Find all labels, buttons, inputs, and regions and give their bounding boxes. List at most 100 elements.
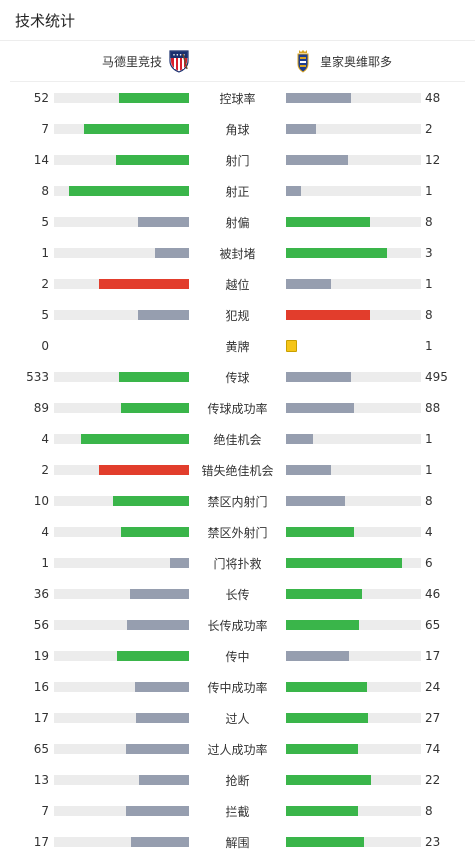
away-stat-value: 8 — [425, 804, 433, 818]
away-stat-bar — [286, 434, 421, 444]
away-stat-bar-fill — [286, 713, 368, 723]
title-divider — [0, 40, 475, 41]
home-stat-bar — [54, 713, 189, 723]
stat-label: 解围 — [225, 836, 250, 850]
home-team-name: 马德里竞技 — [101, 54, 162, 69]
stat-label: 长传成功率 — [207, 619, 268, 633]
away-stat-value: 8 — [425, 308, 433, 322]
home-stat-bar — [54, 651, 189, 661]
home-stat-value: 89 — [33, 401, 49, 415]
stat-label: 过人成功率 — [207, 743, 268, 757]
home-stat-value: 5 — [41, 215, 49, 229]
stat-row: 4 绝佳机会 1 — [0, 427, 475, 458]
away-stat-bar — [286, 837, 421, 847]
home-stat-bar — [54, 496, 189, 506]
away-stat-bar — [286, 310, 421, 320]
away-stat-bar — [286, 248, 421, 258]
away-stat-bar-fill — [286, 93, 351, 103]
away-stat-bar-fill — [286, 558, 402, 568]
stat-label: 拦截 — [225, 805, 250, 819]
away-stat-bar — [286, 217, 421, 227]
away-stat-bar — [286, 651, 421, 661]
home-stat-value: 2 — [41, 463, 49, 477]
away-stat-value: 1 — [425, 432, 433, 446]
teams-header: 马德里竞技 — [10, 41, 465, 82]
away-stat-bar-fill — [286, 186, 301, 196]
away-stat-bar — [286, 372, 421, 382]
home-stat-value: 5 — [41, 308, 49, 322]
home-stat-value: 56 — [33, 618, 49, 632]
stat-row: 16 传中成功率 24 — [0, 675, 475, 706]
stat-row: 4 禁区外射门 4 — [0, 520, 475, 551]
home-stat-bar-fill — [99, 279, 189, 289]
away-stat-bar — [286, 279, 421, 289]
stat-label: 传球成功率 — [207, 402, 268, 416]
stat-row: 2 越位 1 — [0, 272, 475, 303]
away-stat-value: 12 — [425, 153, 441, 167]
home-stat-value: 8 — [41, 184, 49, 198]
home-stat-bar — [54, 217, 189, 227]
away-stat-bar-fill — [286, 465, 331, 475]
away-stat-value: 1 — [425, 463, 433, 477]
away-stat-bar-fill — [286, 496, 345, 506]
stat-label: 传中 — [225, 650, 250, 664]
home-stat-bar-fill — [136, 713, 189, 723]
home-stat-value: 17 — [33, 835, 49, 849]
home-stat-value: 4 — [41, 432, 49, 446]
away-stat-bar — [286, 775, 421, 785]
stat-row: 89 传球成功率 88 — [0, 396, 475, 427]
stat-label: 传球 — [225, 371, 250, 385]
home-team[interactable]: 马德里竞技 — [102, 49, 190, 73]
stat-row: 2 错失绝佳机会 1 — [0, 458, 475, 489]
away-stat-bar-fill — [286, 775, 371, 785]
stat-label: 抢断 — [225, 774, 250, 788]
away-stat-bar-fill — [286, 744, 358, 754]
away-stat-bar-fill — [286, 837, 364, 847]
away-stat-bar — [286, 496, 421, 506]
home-stat-value: 17 — [33, 711, 49, 725]
stat-row: 13 抢断 22 — [0, 768, 475, 799]
home-stat-value: 36 — [33, 587, 49, 601]
home-stat-bar — [54, 403, 189, 413]
away-stat-value: 495 — [425, 370, 448, 384]
away-stat-bar-fill — [286, 248, 387, 258]
home-stat-value: 7 — [41, 804, 49, 818]
home-stat-bar — [54, 434, 189, 444]
stat-label: 越位 — [225, 278, 250, 292]
home-stat-bar — [54, 279, 189, 289]
stat-label: 犯规 — [225, 309, 250, 323]
home-stat-bar-fill — [131, 837, 189, 847]
stat-row: 56 长传成功率 65 — [0, 613, 475, 644]
away-stat-value: 48 — [425, 91, 441, 105]
home-stat-bar-fill — [126, 744, 189, 754]
stat-row: 52 控球率 48 — [0, 86, 475, 117]
away-stat-bar — [286, 620, 421, 630]
home-stat-bar — [54, 310, 189, 320]
away-stat-bar — [286, 403, 421, 413]
away-team[interactable]: 皇家奥维耶多 — [292, 49, 392, 73]
stat-label: 控球率 — [219, 92, 256, 106]
home-stat-bar-fill — [135, 682, 189, 692]
home-stat-value: 4 — [41, 525, 49, 539]
away-stat-bar-fill — [286, 403, 354, 413]
away-stat-value: 8 — [425, 494, 433, 508]
away-stat-bar-fill — [286, 682, 367, 692]
home-stat-bar-fill — [99, 465, 189, 475]
home-stat-bar-fill — [121, 527, 189, 537]
stat-row: 36 长传 46 — [0, 582, 475, 613]
away-stat-bar — [286, 589, 421, 599]
stat-row: 17 过人 27 — [0, 706, 475, 737]
away-stat-value: 24 — [425, 680, 441, 694]
away-stat-bar — [286, 558, 421, 568]
home-stat-bar — [54, 155, 189, 165]
home-stat-value: 1 — [41, 246, 49, 260]
stat-label: 过人 — [225, 712, 250, 726]
away-stat-value: 74 — [425, 742, 441, 756]
away-stat-bar — [286, 527, 421, 537]
home-stat-value: 52 — [33, 91, 49, 105]
away-stat-bar-fill — [286, 310, 370, 320]
away-stat-bar-fill — [286, 124, 316, 134]
stat-label: 角球 — [225, 123, 250, 137]
stat-row: 1 被封堵 3 — [0, 241, 475, 272]
away-stat-bar-fill — [286, 217, 370, 227]
